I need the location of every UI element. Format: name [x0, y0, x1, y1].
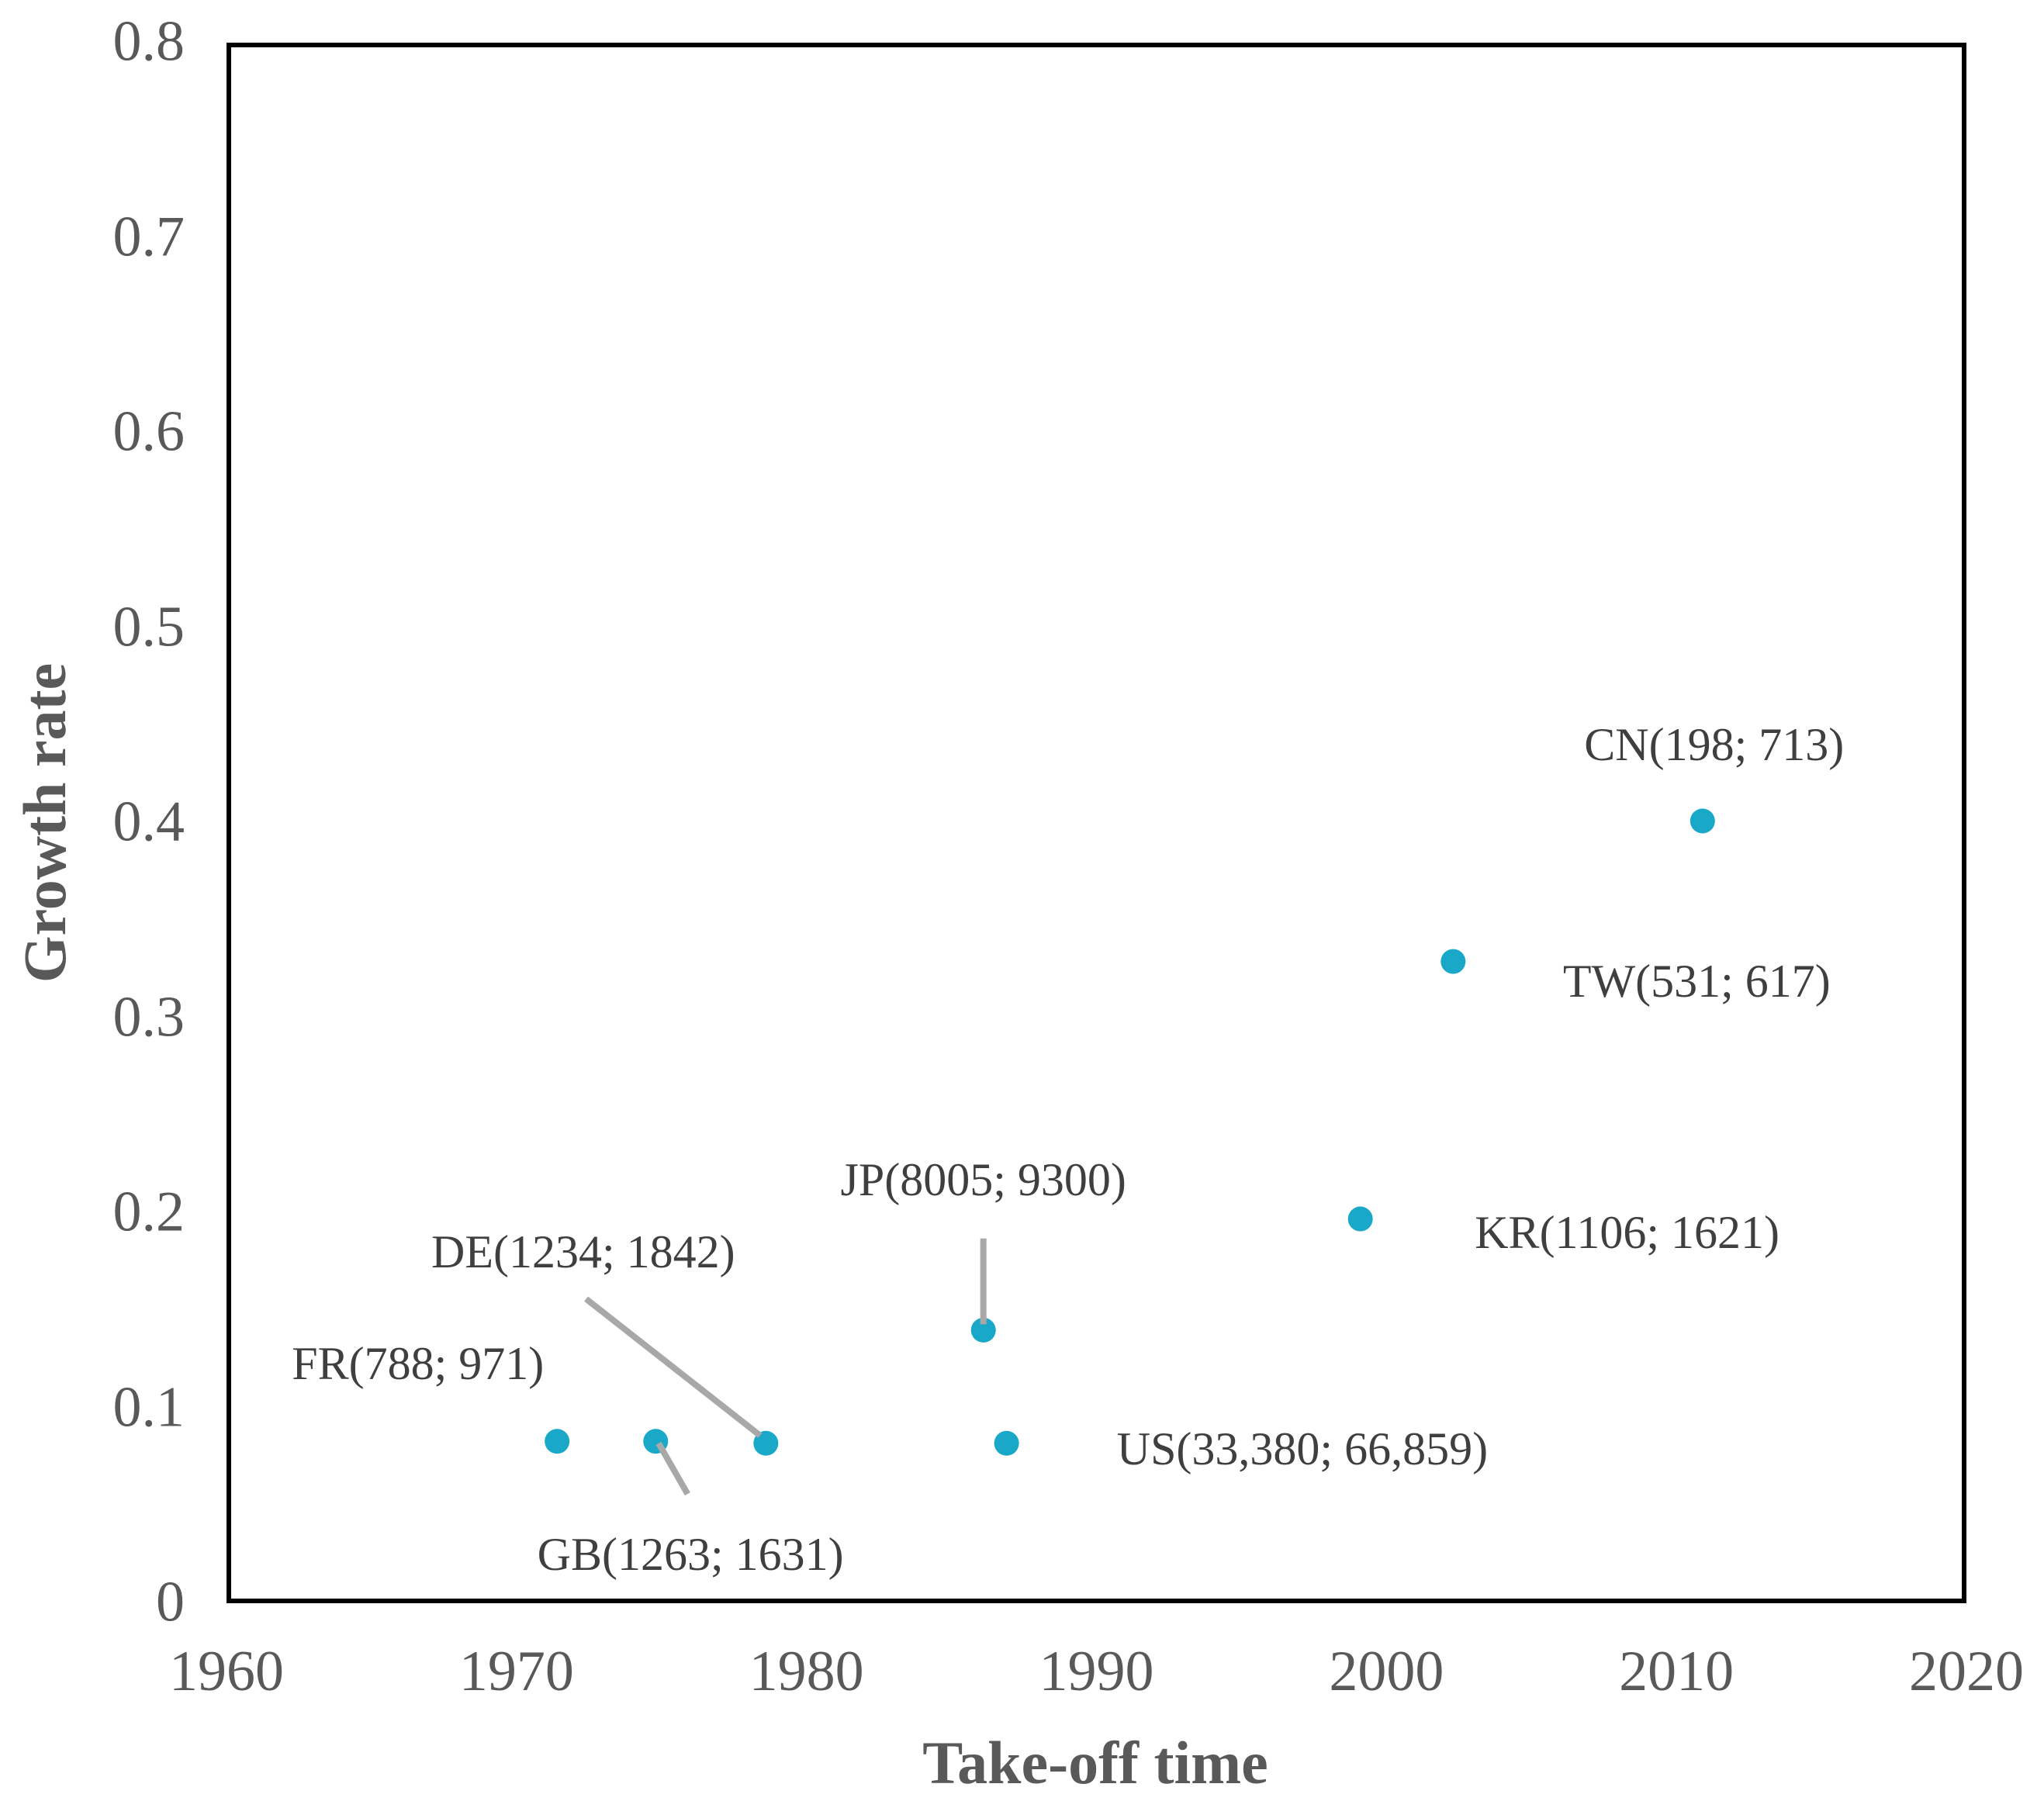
leader-line-GB	[655, 1441, 690, 1496]
point-label-US: US(33,380; 66,859)	[1116, 1423, 1489, 1475]
data-point-FR	[545, 1429, 570, 1454]
x-tick-label-1960: 1960	[169, 1640, 284, 1703]
data-point-US	[994, 1430, 1019, 1456]
point-label-TW: TW(531; 617)	[1562, 955, 1831, 1007]
y-axis-title: Growth rate	[11, 662, 78, 984]
y-tick-label-0: 0	[156, 1570, 185, 1634]
point-label-GB: GB(1263; 1631)	[537, 1529, 844, 1581]
point-label-JP: JP(8005; 9300)	[840, 1154, 1126, 1206]
data-point-DE	[753, 1430, 779, 1456]
x-tick-label-2010: 2010	[1619, 1640, 1734, 1703]
chart-canvas	[545, 808, 1715, 1496]
y-tick-label-0.2: 0.2	[112, 1180, 185, 1244]
point-label-DE: DE(1234; 1842)	[431, 1226, 735, 1278]
point-label-KR: KR(1106; 1621)	[1475, 1207, 1779, 1259]
y-tick-label-0.4: 0.4	[112, 790, 185, 854]
data-point-KR	[1347, 1206, 1373, 1232]
y-tick-label-0.1: 0.1	[112, 1375, 185, 1440]
x-tick-label-2020: 2020	[1909, 1640, 2024, 1703]
data-point-JP	[970, 1317, 996, 1343]
plot-area	[227, 43, 1966, 1603]
point-label-FR: FR(788; 971)	[292, 1337, 545, 1389]
y-tick-label-0.5: 0.5	[112, 595, 185, 659]
x-axis-title: Take-off time	[922, 1729, 1268, 1796]
y-tick-label-0.3: 0.3	[112, 985, 185, 1049]
y-tick-label-0.7: 0.7	[112, 205, 185, 269]
x-tick-label-1990: 1990	[1039, 1640, 1154, 1703]
y-tick-label-0.8: 0.8	[112, 9, 185, 74]
point-label-CN: CN(198; 713)	[1584, 719, 1845, 771]
x-tick-label-1970: 1970	[458, 1640, 574, 1703]
x-tick-label-2000: 2000	[1329, 1640, 1444, 1703]
data-point-CN	[1689, 808, 1715, 834]
data-point-TW	[1440, 949, 1466, 974]
leader-line-DE	[584, 1296, 763, 1438]
x-tick-label-1980: 1980	[749, 1640, 864, 1703]
y-tick-label-0.6: 0.6	[112, 399, 185, 464]
